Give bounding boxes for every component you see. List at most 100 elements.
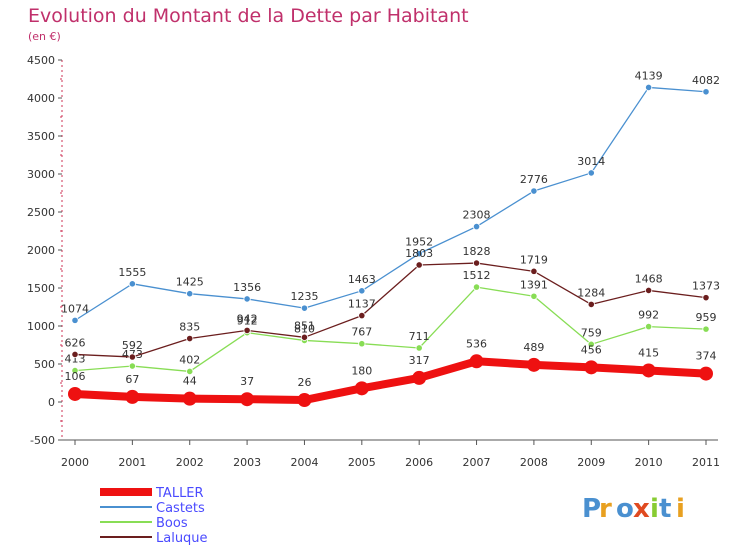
data-point: [300, 304, 309, 312]
y-tick-label: 3500: [27, 130, 55, 143]
x-tick-label: 2004: [290, 456, 318, 469]
data-point: [530, 267, 538, 275]
data-label: 711: [409, 330, 430, 343]
data-label: 912: [237, 315, 258, 328]
logo-letter: i: [676, 494, 685, 524]
y-tick-label: 1500: [27, 282, 55, 295]
data-label: 959: [696, 311, 717, 324]
data-label: 37: [240, 375, 254, 388]
x-tick-label: 2006: [405, 456, 433, 469]
data-point: [182, 391, 197, 406]
data-label: 592: [122, 339, 143, 352]
y-tick-label: 3000: [27, 168, 55, 181]
data-label: 1391: [520, 278, 548, 291]
data-label: 180: [351, 364, 372, 377]
legend-label: Boos: [156, 516, 188, 531]
data-label: 1828: [463, 245, 491, 258]
data-point: [297, 393, 312, 408]
data-label: 835: [179, 321, 200, 334]
proxiti-logo: Pr o x i t i: [582, 494, 685, 524]
data-point: [412, 370, 427, 385]
logo-letter: o: [616, 494, 634, 524]
logo-letter: x: [633, 494, 650, 524]
y-tick-label: -500: [30, 434, 55, 447]
data-label: 851: [294, 319, 315, 332]
data-label: 67: [125, 373, 139, 386]
data-label: 767: [351, 326, 372, 339]
data-point: [526, 357, 541, 372]
data-label: 1356: [233, 281, 261, 294]
data-point: [186, 367, 194, 376]
series-boos: 41347340291281076771115121391759992959: [65, 269, 717, 376]
data-label: 402: [179, 353, 200, 366]
data-point: [702, 88, 710, 96]
logo-letter: i: [650, 494, 659, 524]
series-laluque: 626 592 835 942 851 1137 1803 1828 1719 1284 1468 1…: [65, 245, 720, 361]
data-point: [472, 259, 481, 267]
y-tick-label: 1000: [27, 320, 55, 333]
data-point: [415, 261, 423, 269]
data-label: 626: [65, 336, 86, 349]
series-taller: 106 67 44 37 26 180 317 536 489 456 415 374: [65, 337, 717, 408]
legend-label: Laluque: [156, 531, 208, 546]
x-tick-label: 2001: [118, 456, 146, 469]
data-label: 1463: [348, 273, 376, 286]
data-label: 942: [237, 312, 258, 325]
data-point: [243, 326, 251, 335]
data-label: 1719: [520, 253, 548, 266]
x-tick-label: 2000: [61, 456, 89, 469]
data-label: 1512: [463, 269, 491, 282]
y-tick-label: 4500: [27, 54, 55, 67]
data-point: [641, 363, 656, 378]
data-label: 1373: [692, 280, 720, 293]
data-point: [645, 323, 653, 331]
legend-label: TALLER: [155, 486, 204, 501]
data-point: [587, 300, 595, 309]
data-label: 3014: [577, 155, 605, 168]
data-label: 992: [638, 309, 659, 322]
data-label: 810: [294, 322, 315, 335]
data-point: [240, 392, 255, 407]
data-label: 536: [466, 337, 487, 350]
chart-subtitle: (en €): [28, 30, 61, 43]
data-label: 2308: [463, 209, 491, 222]
data-point: [358, 340, 366, 348]
data-point: [645, 83, 653, 92]
y-tick-label: 0: [48, 396, 55, 409]
data-label: 44: [183, 375, 197, 388]
y-tick-label: 2000: [27, 244, 55, 257]
logo-letter: r: [599, 494, 612, 524]
data-label: 1803: [405, 247, 433, 260]
x-tick-label: 2008: [520, 456, 548, 469]
data-label: 456: [581, 343, 602, 356]
y-tick-label: 4000: [27, 92, 55, 105]
chart-title: Evolution du Montant de la Dette par Hab…: [28, 5, 469, 27]
legend-label: Castets: [156, 501, 205, 516]
logo-letter: P: [582, 494, 601, 524]
data-point: [186, 290, 194, 298]
series-layer: 1074 1555 1425 1356 1235 1463 1952 2308 2776 3014…: [61, 69, 720, 408]
series-line: [74, 357, 707, 405]
data-point: [584, 360, 599, 375]
x-tick-label: 2002: [176, 456, 204, 469]
data-label: 759: [581, 326, 602, 339]
data-point: [699, 366, 713, 381]
data-label: 1235: [290, 290, 318, 303]
data-label: 1468: [635, 272, 663, 285]
series-line: [74, 86, 707, 321]
data-point: [587, 340, 595, 348]
y-tick-label: 500: [34, 358, 55, 371]
data-point: [358, 311, 366, 320]
x-tick-label: 2003: [233, 456, 261, 469]
data-point: [186, 334, 194, 343]
legend-item-castets: Castets: [100, 501, 205, 516]
data-point: [128, 280, 136, 288]
data-label: 1555: [118, 266, 146, 279]
data-label: 1952: [405, 236, 433, 249]
data-label: 1425: [176, 276, 204, 289]
data-label: 1137: [348, 298, 376, 311]
legend-item-boos: Boos: [100, 516, 188, 531]
